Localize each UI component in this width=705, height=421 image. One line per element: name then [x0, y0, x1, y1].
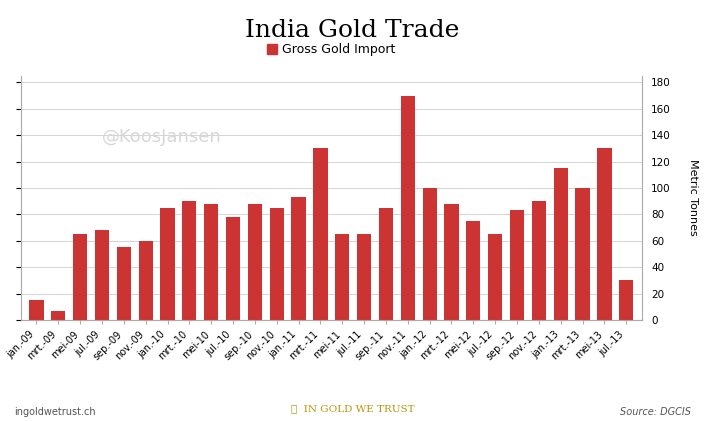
Bar	[466, 221, 480, 320]
Bar	[510, 210, 524, 320]
Bar	[444, 204, 458, 320]
Bar	[335, 234, 350, 320]
Text: ingoldwetrust.ch: ingoldwetrust.ch	[14, 407, 96, 417]
Bar	[247, 204, 262, 320]
Bar	[226, 217, 240, 320]
Bar	[553, 168, 568, 320]
Bar	[313, 148, 328, 320]
Bar	[488, 234, 502, 320]
Bar	[183, 201, 197, 320]
Text: Source: DGCIS: Source: DGCIS	[620, 407, 691, 417]
Bar	[597, 148, 611, 320]
Legend: Gross Gold Import: Gross Gold Import	[262, 38, 400, 61]
Bar	[269, 208, 284, 320]
Y-axis label: Metric Tonnes: Metric Tonnes	[687, 160, 698, 236]
Bar	[51, 311, 66, 320]
Bar	[73, 234, 87, 320]
Text: India Gold Trade: India Gold Trade	[245, 19, 460, 42]
Bar	[379, 208, 393, 320]
Bar	[400, 96, 415, 320]
Bar	[161, 208, 175, 320]
Bar	[532, 201, 546, 320]
Bar	[291, 197, 306, 320]
Bar	[422, 188, 437, 320]
Text: Ⓘ  IN GOLD WE TRUST: Ⓘ IN GOLD WE TRUST	[290, 405, 415, 413]
Bar	[575, 188, 589, 320]
Bar	[139, 241, 153, 320]
Bar	[204, 204, 219, 320]
Bar	[117, 248, 131, 320]
Text: @KoosJansen: @KoosJansen	[102, 128, 221, 146]
Bar	[357, 234, 372, 320]
Bar	[30, 300, 44, 320]
Bar	[619, 280, 633, 320]
Bar	[95, 230, 109, 320]
